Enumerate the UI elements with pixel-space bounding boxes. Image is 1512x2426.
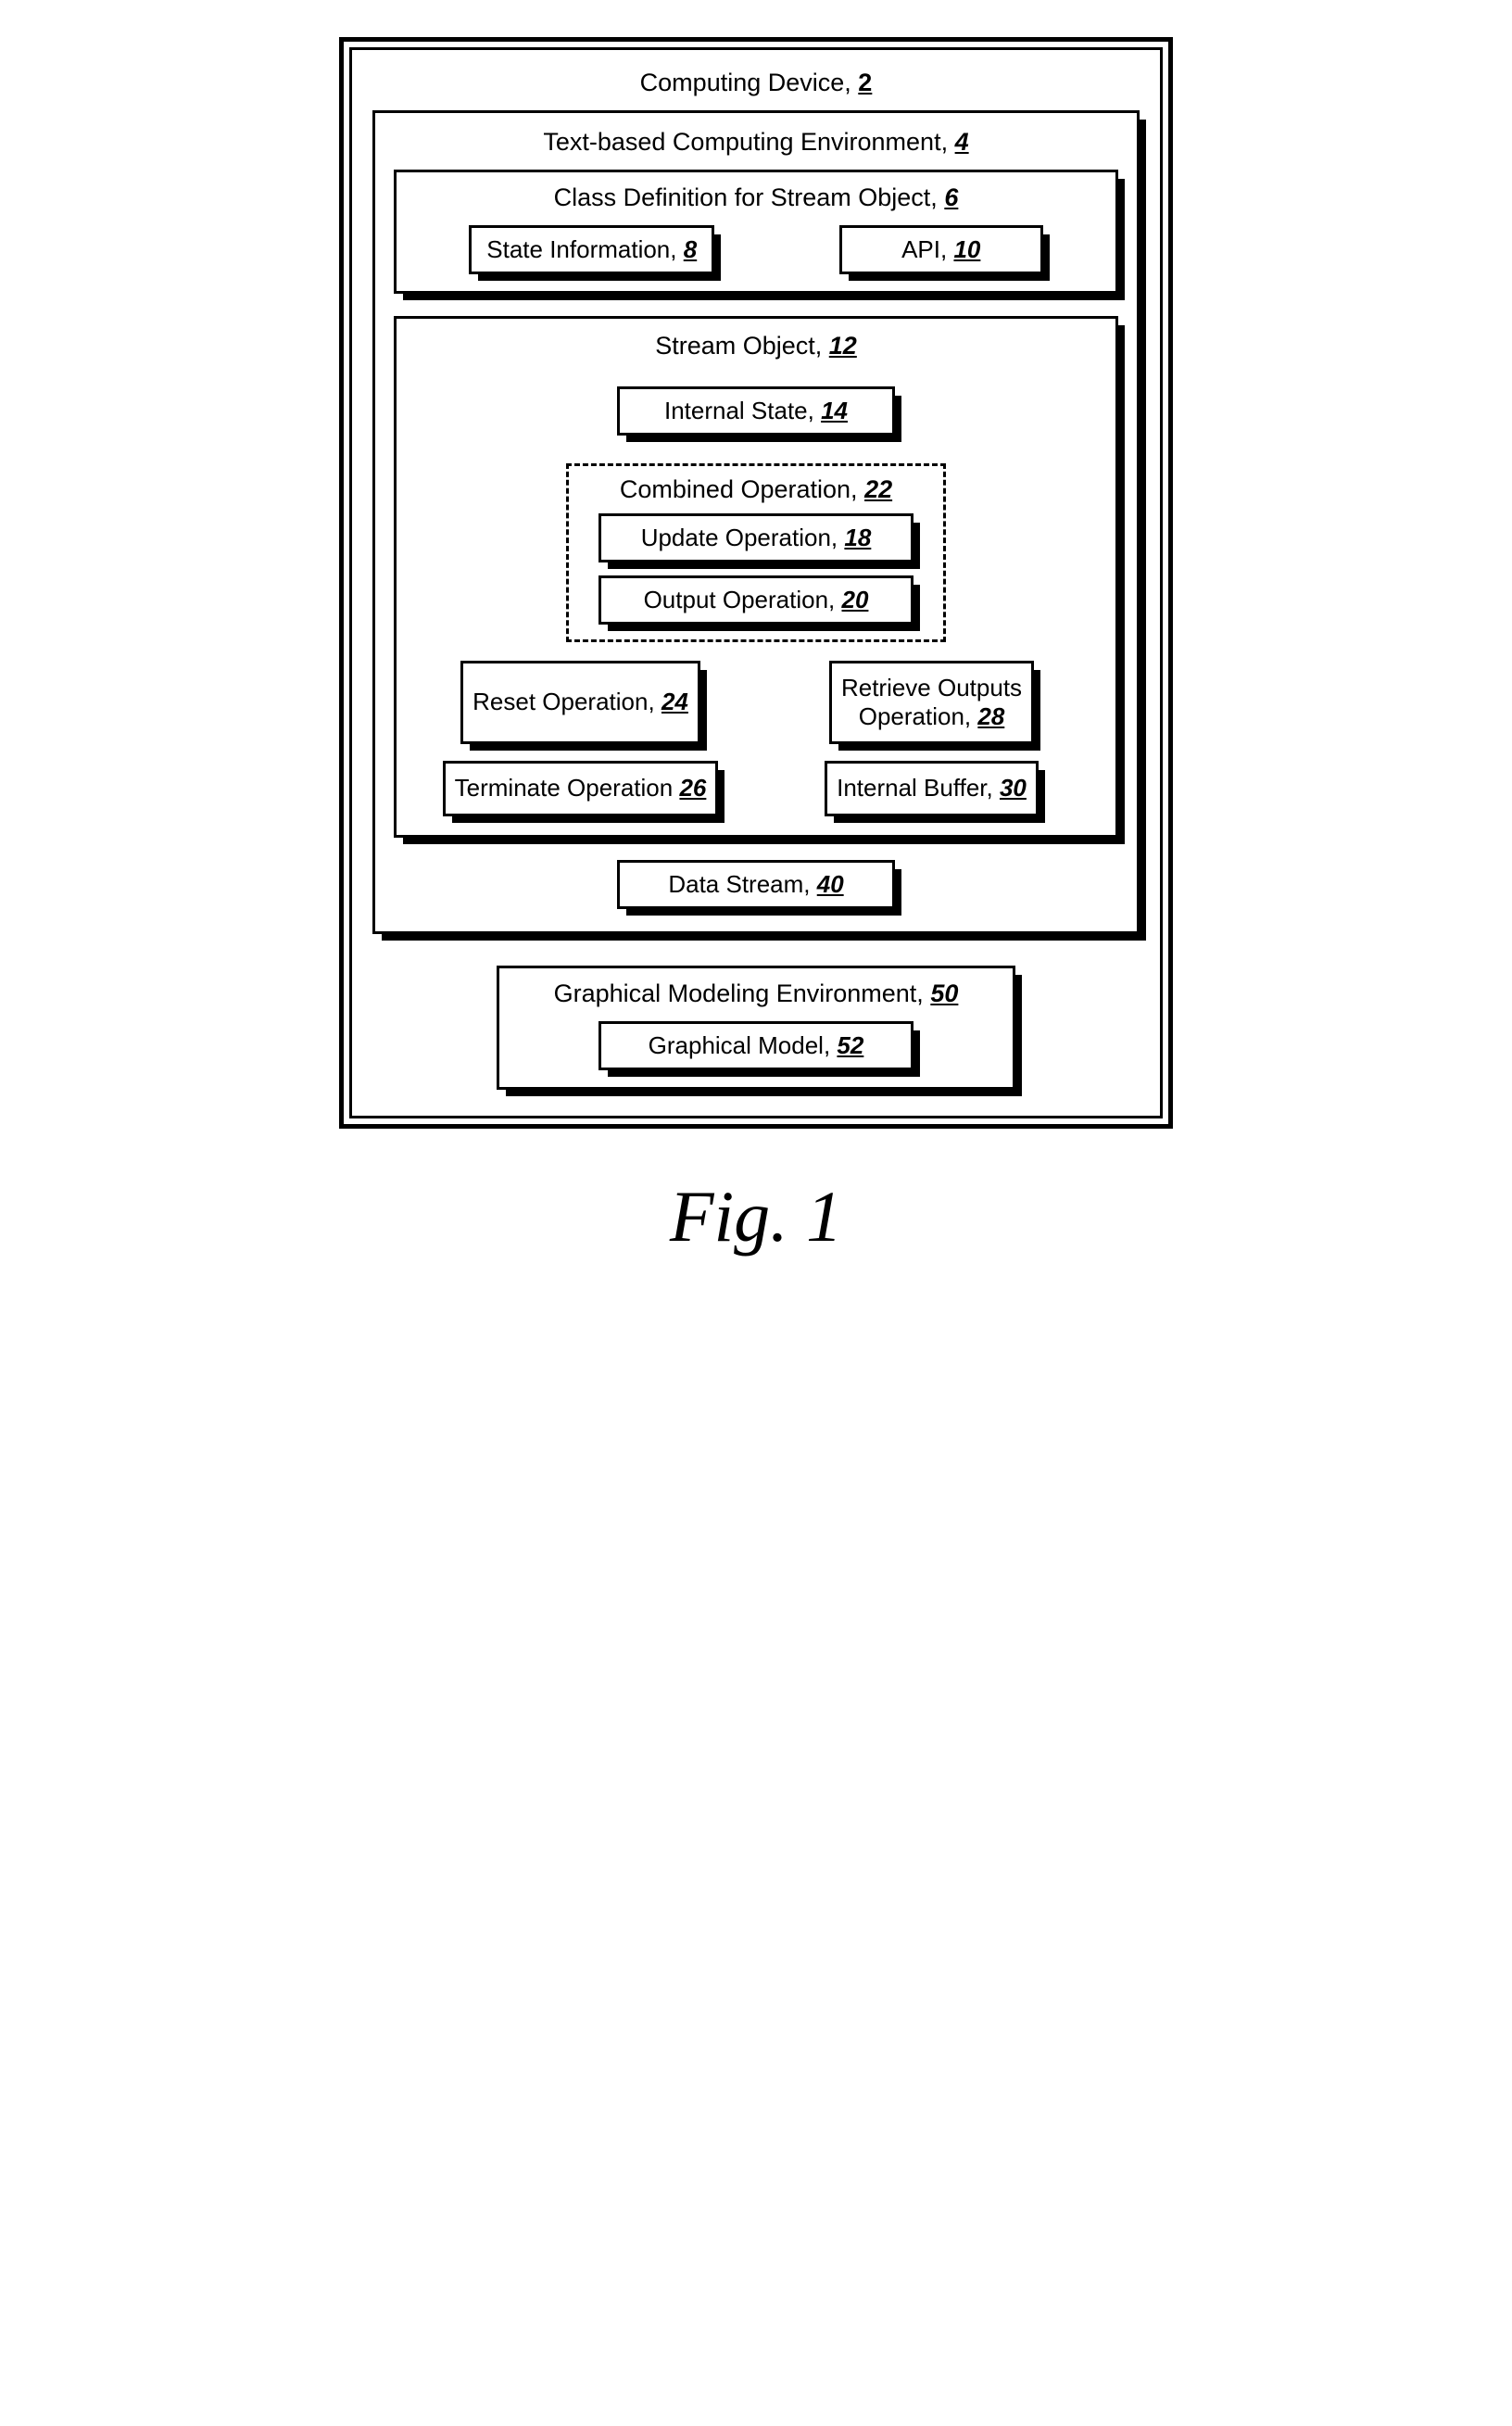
- combined-operation-label: Combined Operation,: [620, 475, 858, 503]
- update-operation-box: Update Operation, 18: [598, 513, 914, 562]
- data-stream-box: Data Stream, 40: [617, 860, 895, 909]
- internal-state-ref: 14: [821, 397, 848, 424]
- combined-operation-box: Combined Operation, 22 Update Operation,…: [566, 463, 946, 642]
- text-env-title: Text-based Computing Environment, 4: [394, 128, 1118, 157]
- state-info-box: State Information, 8: [469, 225, 714, 274]
- internal-buffer-label: Internal Buffer,: [837, 774, 993, 802]
- combined-operation-title: Combined Operation, 22: [584, 475, 928, 504]
- graphical-modeling-env-label: Graphical Modeling Environment,: [554, 979, 924, 1007]
- reset-operation-box: Reset Operation, 24: [460, 661, 700, 744]
- computing-device-title: Computing Device, 2: [372, 69, 1140, 97]
- stream-object-title: Stream Object, 12: [415, 332, 1097, 360]
- terminate-operation-box: Terminate Operation 26: [443, 761, 719, 816]
- terminate-operation-label: Terminate Operation: [455, 774, 674, 802]
- figure-label: Fig. 1: [670, 1175, 842, 1258]
- internal-buffer-ref: 30: [1000, 774, 1027, 802]
- retrieve-outputs-label-l1: Retrieve Outputs: [841, 674, 1022, 701]
- terminate-operation-ref: 26: [679, 774, 706, 802]
- graphical-model-label: Graphical Model,: [649, 1031, 831, 1059]
- computing-device-box: Computing Device, 2 Text-based Computing…: [349, 47, 1163, 1118]
- graphical-model-box: Graphical Model, 52: [598, 1021, 914, 1070]
- outer-frame: Computing Device, 2 Text-based Computing…: [339, 37, 1173, 1129]
- graphical-modeling-env-title: Graphical Modeling Environment, 50: [516, 979, 996, 1008]
- reset-operation-label: Reset Operation,: [472, 688, 655, 715]
- class-def-label: Class Definition for Stream Object,: [554, 183, 938, 211]
- retrieve-outputs-box: Retrieve Outputs Operation, 28: [829, 661, 1034, 744]
- text-env-ref: 4: [955, 128, 969, 156]
- reset-operation-ref: 24: [662, 688, 688, 715]
- graphical-model-ref: 52: [837, 1031, 863, 1059]
- class-def-ref: 6: [944, 183, 958, 211]
- stream-object-label: Stream Object,: [655, 332, 822, 360]
- text-env-label: Text-based Computing Environment,: [543, 128, 948, 156]
- output-operation-label: Output Operation,: [644, 586, 836, 613]
- update-operation-ref: 18: [844, 524, 871, 551]
- computing-device-ref: 2: [858, 69, 872, 96]
- stream-object-box: Stream Object, 12 Internal State, 14: [394, 316, 1118, 838]
- combined-operation-ref: 22: [864, 475, 892, 503]
- internal-state-label: Internal State,: [664, 397, 814, 424]
- computing-device-label: Computing Device,: [640, 69, 851, 96]
- internal-buffer-box: Internal Buffer, 30: [825, 761, 1039, 816]
- output-operation-ref: 20: [842, 586, 869, 613]
- internal-state-box: Internal State, 14: [617, 386, 895, 436]
- state-info-ref: 8: [684, 235, 697, 263]
- retrieve-outputs-ref: 28: [977, 702, 1004, 730]
- state-info-label: State Information,: [486, 235, 676, 263]
- output-operation-box: Output Operation, 20: [598, 575, 914, 625]
- class-def-title: Class Definition for Stream Object, 6: [413, 183, 1099, 212]
- api-ref: 10: [953, 235, 980, 263]
- stream-object-ref: 12: [829, 332, 857, 360]
- class-def-box: Class Definition for Stream Object, 6 St…: [394, 170, 1118, 294]
- data-stream-ref: 40: [817, 870, 844, 898]
- retrieve-outputs-label-l2: Operation,: [859, 702, 971, 730]
- update-operation-label: Update Operation,: [641, 524, 838, 551]
- text-env-box: Text-based Computing Environment, 4 Clas…: [372, 110, 1140, 934]
- data-stream-label: Data Stream,: [668, 870, 810, 898]
- api-box: API, 10: [839, 225, 1043, 274]
- api-label: API,: [901, 235, 947, 263]
- graphical-modeling-env-ref: 50: [930, 979, 958, 1007]
- graphical-modeling-env-box: Graphical Modeling Environment, 50 Graph…: [497, 966, 1015, 1090]
